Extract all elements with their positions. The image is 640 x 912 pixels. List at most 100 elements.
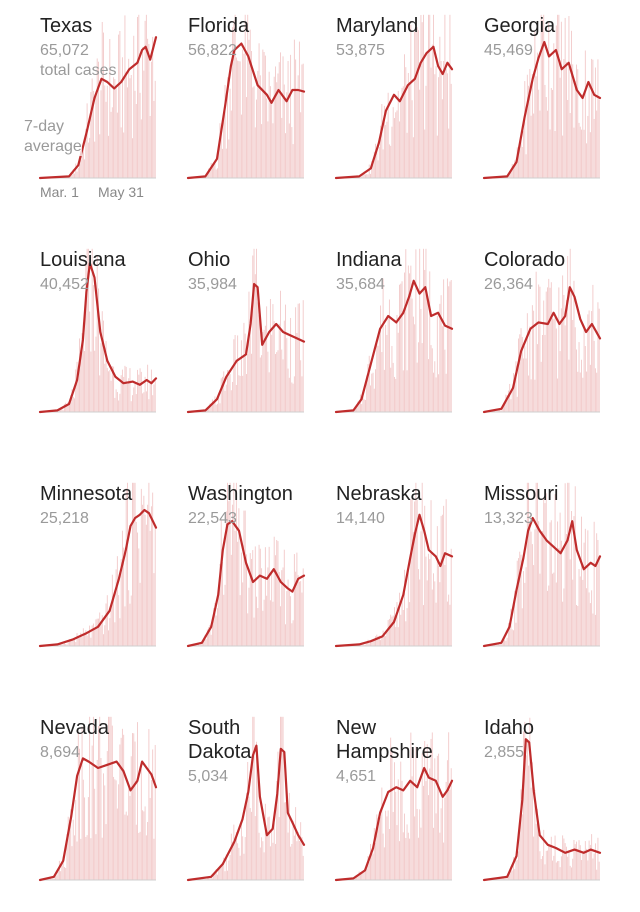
daily-case-bar xyxy=(131,75,132,178)
daily-case-bar xyxy=(531,379,532,412)
daily-case-bar xyxy=(113,77,114,178)
daily-case-bar xyxy=(522,814,523,880)
daily-case-bar xyxy=(288,369,289,412)
daily-case-bar xyxy=(572,64,573,178)
daily-case-bar xyxy=(442,99,443,178)
daily-case-bar xyxy=(155,745,156,880)
daily-case-bar xyxy=(257,608,258,646)
daily-case-bar xyxy=(587,860,588,880)
daily-case-bar xyxy=(151,780,152,880)
daily-case-bar xyxy=(127,483,128,646)
daily-case-bar xyxy=(97,255,98,412)
daily-case-bar xyxy=(405,621,406,646)
daily-case-bar xyxy=(255,816,256,880)
daily-case-bar xyxy=(132,138,133,178)
daily-case-bar xyxy=(538,285,539,413)
daily-case-bar xyxy=(148,399,149,412)
daily-case-bar xyxy=(261,837,262,880)
daily-case-bar xyxy=(138,375,139,412)
daily-case-bar xyxy=(589,86,590,178)
state-name: Nevada xyxy=(40,716,109,740)
daily-case-bar xyxy=(548,586,549,646)
daily-case-bar xyxy=(143,71,144,178)
daily-case-bar xyxy=(433,15,434,178)
daily-case-bar xyxy=(546,851,547,880)
daily-case-bar xyxy=(410,500,411,646)
daily-case-bar xyxy=(230,483,231,646)
daily-case-bar xyxy=(547,287,548,412)
daily-case-bar xyxy=(546,97,547,178)
daily-case-bar xyxy=(75,370,76,412)
daily-case-bar xyxy=(151,62,152,178)
daily-case-bar xyxy=(533,114,534,178)
daily-case-bar xyxy=(365,175,366,178)
daily-case-bar xyxy=(252,550,253,646)
daily-case-bar xyxy=(148,729,149,880)
daily-case-bar xyxy=(241,340,242,412)
daily-case-bar xyxy=(522,147,523,178)
daily-case-bar xyxy=(444,565,445,646)
daily-case-bar xyxy=(295,807,296,880)
daily-case-bar xyxy=(517,397,518,412)
daily-case-bar xyxy=(402,88,403,178)
daily-case-bar xyxy=(599,309,600,412)
daily-case-bar xyxy=(279,817,280,880)
daily-case-bar xyxy=(366,174,367,178)
daily-case-bar xyxy=(107,368,108,412)
daily-case-bar xyxy=(378,346,379,412)
daily-case-bar xyxy=(404,273,405,412)
daily-case-bar xyxy=(114,398,115,412)
daily-case-bar xyxy=(142,393,143,412)
daily-case-bar xyxy=(78,638,79,646)
daily-case-bar xyxy=(122,531,123,646)
daily-case-bar xyxy=(597,838,598,880)
daily-case-bar xyxy=(528,376,529,412)
daily-case-bar xyxy=(135,483,136,646)
daily-case-bar xyxy=(562,602,563,646)
daily-case-bar xyxy=(135,742,136,880)
daily-case-bar xyxy=(296,333,297,412)
daily-case-bar xyxy=(423,249,424,412)
daily-case-bar xyxy=(582,378,583,412)
daily-case-bar xyxy=(437,526,438,646)
daily-case-bar xyxy=(136,825,137,880)
daily-case-bar xyxy=(97,619,98,646)
daily-case-bar xyxy=(65,868,66,880)
daily-case-bar xyxy=(408,73,409,178)
daily-case-bar xyxy=(529,327,530,412)
daily-case-bar xyxy=(242,836,243,880)
total-cases-value: 14,140 xyxy=(336,510,385,528)
daily-case-bar xyxy=(426,86,427,178)
daily-case-bar xyxy=(395,112,396,178)
daily-case-bar xyxy=(365,871,366,880)
daily-case-bar xyxy=(448,595,449,646)
daily-case-bar xyxy=(222,562,223,646)
daily-case-bar xyxy=(130,796,131,880)
daily-case-bar xyxy=(89,626,90,646)
daily-case-bar xyxy=(223,595,224,646)
daily-case-bar xyxy=(252,87,253,178)
daily-case-bar xyxy=(88,797,89,880)
daily-case-bar xyxy=(551,520,552,646)
daily-case-bar xyxy=(88,633,89,646)
daily-case-bar xyxy=(152,493,153,646)
daily-case-bar xyxy=(584,130,585,178)
daily-case-bar xyxy=(449,790,450,880)
daily-case-bar xyxy=(375,369,376,412)
daily-case-bar xyxy=(448,732,449,880)
daily-case-bar xyxy=(103,321,104,412)
state-name: Nebraska xyxy=(336,482,422,506)
daily-case-bar xyxy=(404,54,405,178)
daily-case-bar xyxy=(397,315,398,412)
daily-case-bar xyxy=(150,116,151,178)
daily-case-bar xyxy=(436,66,437,178)
daily-case-bar xyxy=(236,385,237,412)
daily-case-bar xyxy=(386,122,387,178)
daily-case-bar xyxy=(428,15,429,178)
daily-case-bar xyxy=(447,278,448,412)
daily-case-bar xyxy=(557,521,558,646)
daily-case-bar xyxy=(89,312,90,412)
daily-case-bar xyxy=(570,113,571,178)
daily-case-bar xyxy=(415,249,416,412)
